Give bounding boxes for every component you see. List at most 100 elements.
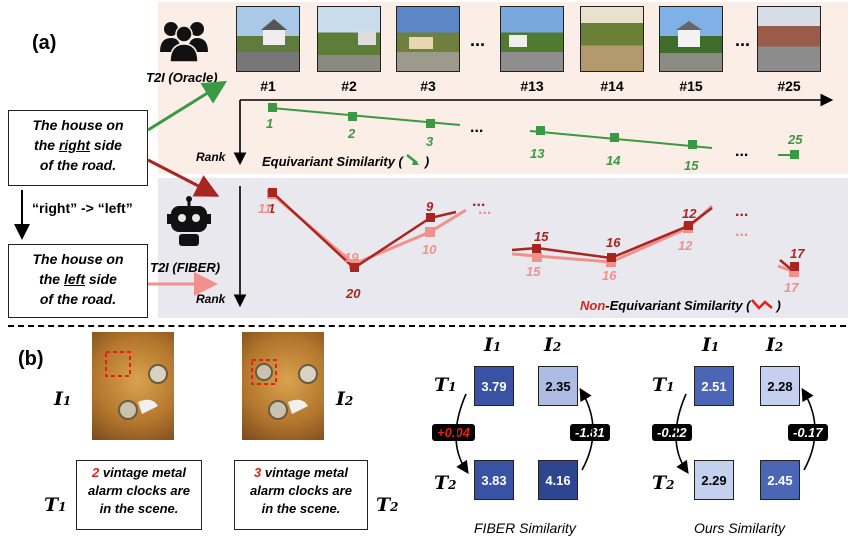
- rank-value: 1: [268, 201, 275, 216]
- prompt-text: side: [84, 271, 117, 287]
- label-subscript: 2: [552, 340, 562, 354]
- matrix-row-t1: T1: [434, 374, 457, 396]
- ellipsis: ...: [735, 203, 748, 220]
- ours-cell-t1-i1: 2.51: [694, 366, 734, 406]
- rank-value: 16: [606, 235, 621, 250]
- label-main: I: [766, 334, 775, 356]
- thumbnail-index: #13: [520, 78, 544, 94]
- label-main: T: [376, 494, 391, 516]
- ours-title: Ours Similarity: [694, 520, 786, 536]
- matrix-col-i2: I2: [766, 334, 783, 356]
- label-subscript: 1: [710, 340, 720, 354]
- image-2-label: I2: [336, 388, 353, 410]
- label-main: I: [702, 334, 711, 356]
- prompt-line: of the road.: [39, 291, 117, 307]
- rank-value: 15: [534, 229, 549, 244]
- fiber-left-rank-labels: 11 19 10 15 16 12 17: [258, 201, 799, 295]
- rank-value: 17: [790, 246, 805, 261]
- label-main: T: [434, 374, 449, 396]
- ours-cell-t2-i1: 2.29: [694, 460, 734, 500]
- thumbnail-index: #2: [341, 78, 357, 94]
- rank-value: 12: [682, 206, 697, 221]
- rank-value: 20: [345, 286, 361, 301]
- rank-value: 14: [606, 153, 621, 168]
- rank-value: 12: [678, 238, 693, 253]
- rank-value: 1: [266, 116, 273, 131]
- prompt-text: the: [34, 137, 59, 153]
- label-subscript: 2: [666, 478, 675, 492]
- equivariant-label: Equivariant Similarity (): [262, 152, 429, 169]
- label-main: T: [44, 494, 59, 516]
- fiber-panel: [158, 178, 848, 318]
- image-1-label: I1: [54, 388, 71, 410]
- text-1-label: T1: [44, 494, 67, 516]
- label-subscript: 2: [344, 394, 354, 408]
- clock-scene-image-2: [242, 332, 324, 440]
- label-subscript: 2: [774, 340, 784, 354]
- caption-box-1: 2 vintage metal alarm clocks are in the …: [76, 460, 202, 530]
- rank-label: Rank: [196, 150, 226, 164]
- label-subscript: 2: [390, 500, 399, 514]
- text-2-label: T2: [376, 494, 399, 516]
- label-main: T: [434, 472, 449, 494]
- rank-value: 9: [426, 199, 434, 214]
- label-subscript: 2: [448, 478, 457, 492]
- ellipsis: ...: [735, 30, 751, 50]
- label-subscript: 1: [666, 380, 675, 394]
- part-a-label: (a): [32, 32, 57, 54]
- label-subscript: 1: [62, 394, 72, 408]
- label-subscript: 1: [58, 500, 67, 514]
- equivariant-close: ): [424, 154, 430, 169]
- non-equivariant-text: -Equivariant Similarity (: [605, 298, 751, 313]
- equivariant-text: Equivariant Similarity (: [262, 154, 403, 169]
- prompt-line: the right side: [9, 135, 147, 155]
- fiber-cell-t1-i1: 3.79: [474, 366, 514, 406]
- matrix-col-i1: I1: [702, 334, 719, 356]
- street-photo-thumbnail: [236, 6, 300, 72]
- label-subscript: 1: [448, 380, 457, 394]
- people-icon: [160, 22, 208, 62]
- prompt-line: The house on: [32, 251, 124, 267]
- down-arrow-icon: [406, 154, 419, 165]
- fiber-cell-t1-i2: 2.35: [538, 366, 578, 406]
- caption-line: 3 vintage metal: [235, 464, 367, 482]
- section-divider: [8, 325, 846, 327]
- ellipsis: ...: [735, 223, 748, 240]
- caption-line: in the scene.: [99, 501, 179, 516]
- arrow-to-oracle: [147, 80, 228, 132]
- ours-cell-t2-i2: 2.45: [760, 460, 800, 500]
- prompt-text: side: [90, 137, 122, 153]
- oracle-rank-labels: 1 2 3 13 14 15 25: [266, 116, 803, 173]
- rank-value: 15: [526, 264, 541, 279]
- caption-text: vintage metal: [261, 465, 348, 480]
- prompt-line: of the road.: [39, 157, 117, 173]
- prompt-keyword: left: [63, 271, 85, 287]
- street-photo-thumbnail: [757, 6, 821, 72]
- ours-left-delta: -0.22: [652, 424, 692, 441]
- non-equivariant-close: ): [776, 298, 781, 313]
- caption-line: in the scene.: [261, 501, 341, 516]
- fiber-caption: T2I (FIBER): [150, 260, 221, 275]
- fiber-left-delta: +0.04: [432, 424, 475, 441]
- street-photo-thumbnail: [580, 6, 644, 72]
- rank-value: 2: [347, 126, 356, 141]
- caption-line: 2 vintage metal: [77, 464, 201, 482]
- fiber-cell-t2-i1: 3.83: [474, 460, 514, 500]
- caption-text: vintage metal: [99, 465, 186, 480]
- fiber-right-rank-labels: 1 20 9 15 16 12 17: [268, 199, 805, 301]
- thumbnail-index: #15: [679, 78, 703, 94]
- rank-value: 19: [344, 250, 359, 265]
- prompt-line: the left side: [9, 269, 147, 289]
- matrix-row-t1: T1: [652, 374, 675, 396]
- ellipsis: ...: [472, 193, 485, 210]
- label-main: I: [54, 388, 63, 410]
- part-b-label: (b): [18, 348, 44, 370]
- thumbnail-index: #3: [420, 78, 436, 94]
- rank-value: 17: [784, 280, 799, 295]
- prompt-text: the: [39, 271, 64, 287]
- oracle-rank-line: [268, 103, 799, 159]
- matrix-col-i2: I2: [544, 334, 561, 356]
- ellipsis: ...: [470, 119, 483, 136]
